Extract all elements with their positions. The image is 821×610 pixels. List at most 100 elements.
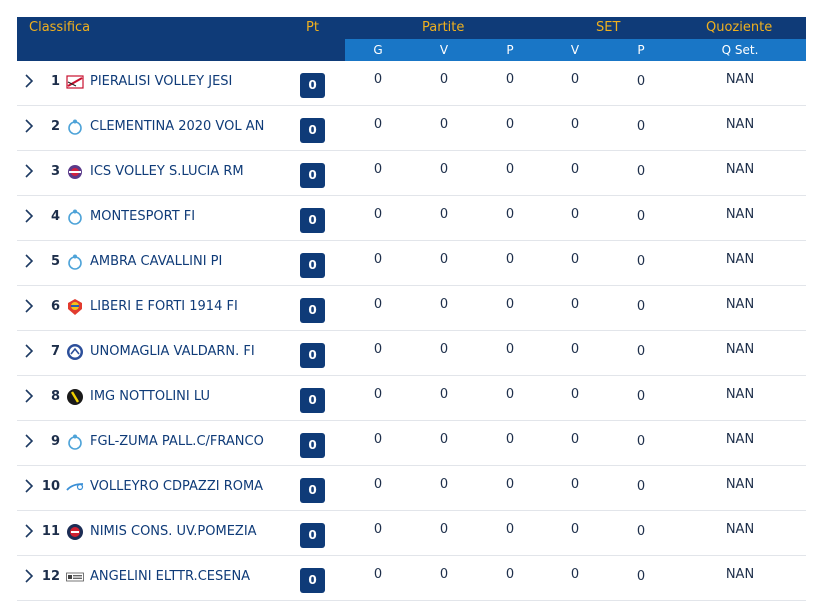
fipav-logo (66, 118, 84, 136)
set-quotient: NAN (725, 477, 755, 492)
won-count: 0 (439, 207, 449, 222)
sets-won: 0 (570, 72, 580, 87)
table-row[interactable]: 12 ANGELINI ELTTR.CESENA 0 0 0 0 0 0 NAN (17, 556, 806, 601)
table-row[interactable]: 9 FGL-ZUMA PALL.C/FRANCO 0 0 0 0 0 0 NAN (17, 421, 806, 466)
table-row[interactable]: 1 PIERALISI VOLLEY JESI 0 0 0 0 0 0 NAN (17, 61, 806, 106)
lost-count: 0 (505, 297, 515, 312)
sets-won: 0 (570, 522, 580, 537)
chevron-right-icon[interactable] (23, 478, 37, 496)
team-name[interactable]: MONTESPORT FI (90, 209, 196, 224)
table-row[interactable]: 11 NIMIS CONS. UV.POMEZIA 0 0 0 0 0 0 NAN (17, 511, 806, 556)
sets-won: 0 (570, 207, 580, 222)
points-badge: 0 (300, 523, 325, 548)
team-name[interactable]: VOLLEYRO CDPAZZI ROMA (90, 479, 264, 494)
won-count: 0 (439, 342, 449, 357)
table-row[interactable]: 3 ICS VOLLEY S.LUCIA RM 0 0 0 0 0 0 NAN (17, 151, 806, 196)
table-row[interactable]: 7 UNOMAGLIA VALDARN. FI 0 0 0 0 0 0 NAN (17, 331, 806, 376)
header-set-v: V (570, 43, 580, 57)
header-set-p: P (637, 43, 645, 57)
chevron-right-icon[interactable] (23, 343, 37, 361)
won-count: 0 (439, 162, 449, 177)
chevron-right-icon[interactable] (23, 253, 37, 271)
chevron-right-icon[interactable] (23, 568, 37, 586)
lost-count: 0 (505, 342, 515, 357)
sets-lost: 0 (636, 254, 646, 269)
won-count: 0 (439, 297, 449, 312)
chevron-right-icon[interactable] (23, 163, 37, 181)
lost-count: 0 (505, 117, 515, 132)
header-p: P (506, 43, 514, 57)
header-quoziente: Quoziente (706, 20, 773, 35)
played-count: 0 (373, 342, 383, 357)
sets-lost: 0 (636, 74, 646, 89)
lost-count: 0 (505, 567, 515, 582)
lost-count: 0 (505, 72, 515, 87)
team-name[interactable]: NIMIS CONS. UV.POMEZIA (90, 524, 257, 539)
table-row[interactable]: 8 IMG NOTTOLINI LU 0 0 0 0 0 0 NAN (17, 376, 806, 421)
won-count: 0 (439, 477, 449, 492)
chevron-right-icon[interactable] (23, 208, 37, 226)
table-row[interactable]: 5 AMBRA CAVALLINI PI 0 0 0 0 0 0 NAN (17, 241, 806, 286)
points-badge: 0 (300, 118, 325, 143)
jesi-logo (66, 73, 84, 91)
position: 3 (50, 164, 60, 179)
team-name[interactable]: UNOMAGLIA VALDARN. FI (90, 344, 255, 359)
set-quotient: NAN (725, 297, 755, 312)
table-row[interactable]: 6 LIBERI E FORTI 1914 FI 0 0 0 0 0 0 NAN (17, 286, 806, 331)
points-badge: 0 (300, 478, 325, 503)
won-count: 0 (439, 432, 449, 447)
position: 5 (50, 254, 60, 269)
table-row[interactable]: 2 CLEMENTINA 2020 VOL AN 0 0 0 0 0 0 NAN (17, 106, 806, 151)
lost-count: 0 (505, 522, 515, 537)
fipav-logo (66, 253, 84, 271)
position: 4 (50, 209, 60, 224)
chevron-right-icon[interactable] (23, 433, 37, 451)
header-v: V (439, 43, 449, 57)
rows-container: 1 PIERALISI VOLLEY JESI 0 0 0 0 0 0 NAN 2 CLEMENTI… (17, 61, 806, 601)
sets-lost: 0 (636, 164, 646, 179)
img-logo (66, 388, 84, 406)
lost-count: 0 (505, 387, 515, 402)
points-badge: 0 (300, 343, 325, 368)
table-row[interactable]: 4 MONTESPORT FI 0 0 0 0 0 0 NAN (17, 196, 806, 241)
position: 2 (50, 119, 60, 134)
chevron-right-icon[interactable] (23, 388, 37, 406)
chevron-right-icon[interactable] (23, 73, 37, 91)
team-name[interactable]: ANGELINI ELTTR.CESENA (90, 569, 251, 584)
sets-lost: 0 (636, 389, 646, 404)
sets-won: 0 (570, 387, 580, 402)
lost-count: 0 (505, 162, 515, 177)
subheader-band (345, 39, 806, 61)
points-badge: 0 (300, 208, 325, 233)
points-badge: 0 (300, 163, 325, 188)
played-count: 0 (373, 162, 383, 177)
set-quotient: NAN (725, 207, 755, 222)
sets-lost: 0 (636, 344, 646, 359)
chevron-right-icon[interactable] (23, 523, 37, 541)
team-name[interactable]: LIBERI E FORTI 1914 FI (90, 299, 238, 314)
set-quotient: NAN (725, 342, 755, 357)
played-count: 0 (373, 117, 383, 132)
sets-lost: 0 (636, 569, 646, 584)
chevron-right-icon[interactable] (23, 298, 37, 316)
fipav-logo (66, 208, 84, 226)
team-name[interactable]: FGL-ZUMA PALL.C/FRANCO (90, 434, 264, 449)
chevron-right-icon[interactable] (23, 118, 37, 136)
header-row-top: Classifica Pt Partite SET Quoziente (17, 17, 806, 39)
position: 11 (41, 524, 60, 539)
won-count: 0 (439, 387, 449, 402)
table-row[interactable]: 10 VOLLEYRO CDPAZZI ROMA 0 0 0 0 0 0 NAN (17, 466, 806, 511)
played-count: 0 (373, 387, 383, 402)
header-qset: Q Set. (721, 43, 759, 57)
team-name[interactable]: PIERALISI VOLLEY JESI (90, 74, 233, 89)
sets-won: 0 (570, 567, 580, 582)
unomaglia-logo (66, 343, 84, 361)
position: 8 (50, 389, 60, 404)
team-name[interactable]: AMBRA CAVALLINI PI (90, 254, 223, 269)
team-name[interactable]: CLEMENTINA 2020 VOL AN (90, 119, 265, 134)
header-pt: Pt (306, 20, 319, 35)
sets-lost: 0 (636, 209, 646, 224)
header-classifica: Classifica (29, 20, 91, 35)
team-name[interactable]: ICS VOLLEY S.LUCIA RM (90, 164, 244, 179)
team-name[interactable]: IMG NOTTOLINI LU (90, 389, 210, 404)
